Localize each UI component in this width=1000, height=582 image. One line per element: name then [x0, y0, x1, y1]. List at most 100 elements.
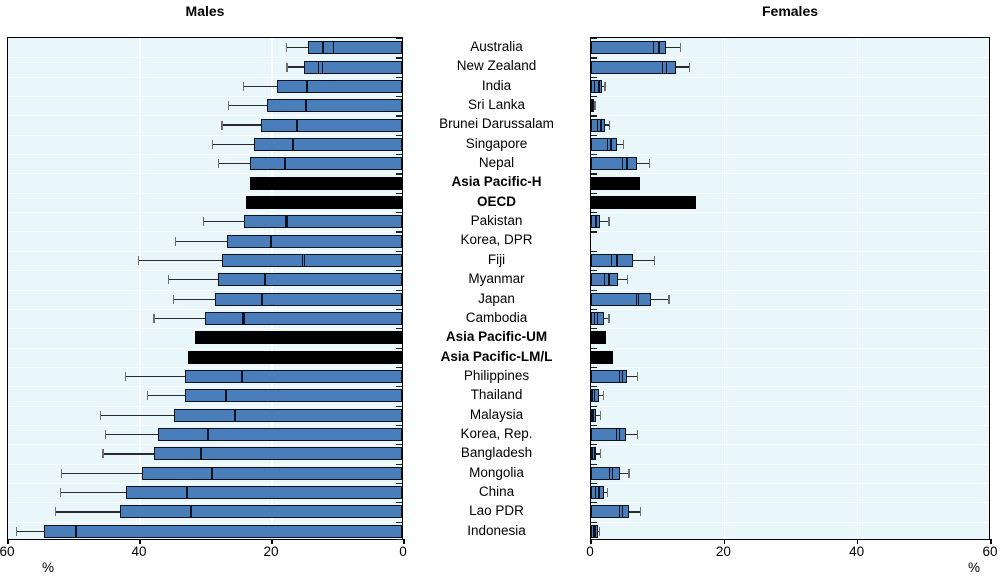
whisker-line — [60, 492, 127, 494]
whisker-line — [147, 395, 185, 397]
whisker-cap — [54, 507, 57, 517]
row-separator-line — [591, 482, 989, 484]
row-separator-line — [591, 76, 989, 78]
whisker-line — [243, 85, 277, 87]
uncertainty-box — [184, 389, 228, 403]
estimate-divider-line — [242, 312, 244, 326]
estimate-divider-line — [595, 215, 598, 229]
whisker-line — [651, 298, 669, 300]
whisker-line — [221, 124, 261, 126]
whisker-line — [633, 259, 655, 262]
row-separator-line — [8, 96, 402, 98]
whisker-line — [599, 395, 604, 397]
row-axis-tick — [396, 38, 402, 40]
whisker-line — [212, 143, 254, 145]
country-label: Sri Lanka — [467, 97, 526, 113]
row-separator-line — [591, 134, 989, 136]
estimate-divider-line — [264, 273, 266, 287]
x-tick-label: 20 — [715, 544, 731, 559]
uncertainty-box — [227, 234, 272, 248]
uncertainty-box — [44, 524, 78, 538]
country-label: Korea, DPR — [460, 232, 533, 248]
uncertainty-box — [217, 273, 267, 287]
uncertainty-box — [308, 41, 335, 55]
estimate-divider-line — [261, 292, 263, 306]
estimate-divider-line — [637, 292, 640, 306]
estimate-divider-line — [206, 428, 208, 442]
x-tick-label: 60 — [982, 544, 998, 559]
x-tick-label: 0 — [586, 544, 594, 559]
row-axis-tick — [591, 502, 597, 504]
whisker-line — [603, 317, 609, 320]
row-axis-tick — [591, 289, 597, 291]
whisker-line — [617, 279, 628, 281]
row-separator-line — [591, 115, 989, 117]
row-separator-line — [591, 96, 989, 98]
row-separator-line — [591, 444, 989, 446]
aggregate-bar — [591, 176, 641, 190]
uncertainty-box — [174, 408, 236, 422]
uncertainty-box — [607, 137, 617, 151]
row-axis-tick — [396, 386, 402, 388]
whisker-cap — [221, 120, 223, 130]
whisker-line — [105, 433, 158, 436]
whisker-cap — [602, 391, 605, 401]
row-separator-line — [591, 192, 989, 194]
row-separator-line — [8, 250, 402, 252]
whisker-cap — [104, 430, 107, 440]
row-axis-tick — [396, 134, 402, 136]
row-axis-tick — [591, 231, 597, 233]
whisker-cap — [688, 62, 691, 72]
country-label: Thailand — [470, 387, 523, 403]
whisker-cap — [608, 120, 611, 130]
percent-unit-label: % — [967, 560, 981, 575]
row-axis-tick — [396, 173, 402, 175]
row-axis-tick — [396, 96, 402, 98]
uncertainty-box — [253, 137, 294, 151]
whisker-cap — [636, 430, 639, 440]
x-tick-label: 60 — [0, 544, 15, 559]
row-separator-line — [591, 405, 989, 407]
whisker-cap — [608, 217, 610, 227]
whisker-line — [637, 163, 650, 165]
whisker-line — [100, 414, 175, 416]
whisker-cap — [174, 236, 177, 246]
row-axis-tick — [591, 270, 597, 272]
x-axis-tick — [990, 539, 992, 544]
whisker-cap — [626, 275, 629, 285]
row-separator-line — [8, 366, 402, 368]
row-separator-line — [591, 386, 989, 388]
row-axis-tick — [591, 134, 597, 136]
whisker-line — [597, 530, 600, 532]
row-axis-tick — [396, 308, 402, 311]
aggregate-bar — [591, 195, 697, 209]
country-label: Asia Pacific-LM/L — [440, 348, 553, 364]
country-label: Asia Pacific-H — [451, 174, 542, 190]
x-axis-tick — [271, 539, 273, 544]
row-separator-line — [8, 154, 402, 156]
row-separator-line — [591, 347, 989, 349]
row-axis-tick — [396, 57, 402, 59]
whisker-cap — [606, 488, 609, 498]
uncertainty-box — [619, 505, 629, 519]
x-axis-tick — [7, 539, 9, 544]
whisker-line — [626, 433, 638, 436]
estimate-divider-line — [186, 486, 188, 500]
row-separator-line — [591, 308, 989, 310]
row-axis-tick — [591, 328, 597, 330]
whisker-cap — [167, 275, 170, 285]
row-separator-line — [591, 328, 989, 330]
uncertainty-box — [609, 466, 620, 480]
uncertainty-box — [260, 118, 298, 132]
whisker-cap — [639, 507, 642, 517]
x-tick-label: 40 — [131, 544, 147, 559]
whisker-cap — [202, 217, 205, 227]
estimate-divider-line — [593, 447, 596, 461]
row-axis-tick — [396, 502, 402, 504]
row-axis-tick — [591, 115, 597, 117]
estimate-divider-line — [285, 215, 287, 229]
row-axis-tick — [591, 463, 597, 465]
row-separator-line — [591, 463, 989, 465]
country-label: Korea, Rep. — [460, 425, 533, 441]
whisker-line — [627, 375, 638, 378]
